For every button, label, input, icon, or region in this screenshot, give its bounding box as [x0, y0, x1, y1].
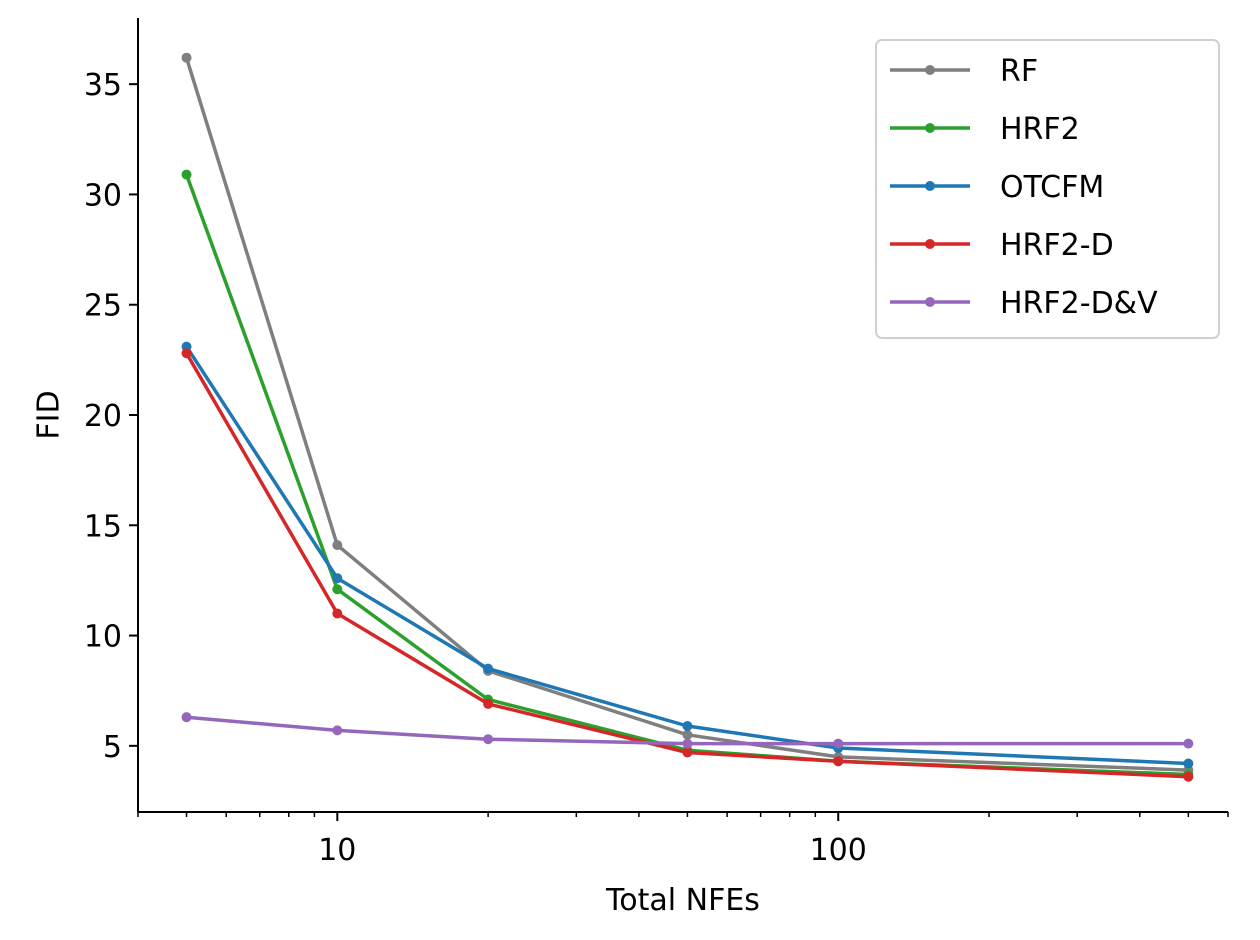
- data-point-rf: [332, 540, 343, 551]
- x-tick-label: 10: [318, 833, 356, 868]
- legend-label: HRF2-D&V: [1000, 286, 1158, 321]
- data-point-otcfm: [332, 573, 343, 584]
- series-hrf2-d: [181, 348, 1194, 782]
- data-point-hrf2-d: [181, 348, 192, 359]
- x-axis-label: Total NFEs: [605, 883, 760, 918]
- data-point-hrf2-d: [682, 747, 693, 758]
- data-point-hrf2-d: [332, 608, 343, 619]
- y-tick-label: 10: [84, 620, 122, 655]
- legend-swatch-marker: [925, 297, 935, 307]
- x-axis-ticks: 10 100: [137, 812, 1229, 868]
- series-otcfm: [181, 341, 1194, 769]
- data-point-hrf2-d-v: [1183, 738, 1194, 749]
- y-tick-label: 30: [84, 178, 122, 213]
- legend-swatch-marker: [925, 239, 935, 249]
- x-tick-label: 100: [810, 833, 867, 868]
- data-point-hrf2-d: [1183, 771, 1194, 782]
- data-point-hrf2-d-v: [181, 712, 192, 723]
- data-point-hrf2-d: [483, 698, 494, 709]
- y-tick-label: 5: [103, 730, 122, 765]
- series-line-otcfm: [185, 345, 1189, 766]
- legend-item-hrf2: HRF2: [890, 112, 1080, 147]
- legend-item-rf: RF: [890, 54, 1038, 89]
- y-tick-label: 25: [84, 289, 122, 324]
- data-point-otcfm: [1183, 758, 1194, 769]
- legend-swatch-marker: [925, 65, 935, 75]
- data-point-hrf2-d-v: [833, 738, 844, 749]
- series-line-hrf2-d: [184, 352, 1189, 779]
- data-point-hrf2: [181, 169, 192, 180]
- y-axis-ticks: 5 10 15 20 25 30 35: [84, 68, 138, 765]
- legend: RF HRF2 OTCFM HRF2-D HRF2-D&V: [875, 39, 1220, 339]
- data-point-hrf2-d: [833, 756, 844, 767]
- legend-label: OTCFM: [1000, 170, 1104, 205]
- series-line-hrf2-d-v: [186, 715, 1189, 746]
- y-tick-label: 20: [84, 399, 122, 434]
- series-hrf2-d-v: [181, 712, 1194, 749]
- data-point-hrf2-d-v: [483, 734, 494, 745]
- legend-item-hrf2-d: HRF2-D: [890, 228, 1114, 263]
- data-point-rf: [181, 52, 192, 63]
- legend-swatch-marker: [925, 181, 935, 191]
- y-tick-label: 35: [84, 68, 122, 103]
- data-point-hrf2: [332, 584, 343, 595]
- data-point-otcfm: [483, 663, 494, 674]
- legend-label: RF: [1000, 54, 1038, 89]
- series-group: [181, 52, 1194, 782]
- series-line-rf: [184, 57, 1189, 772]
- y-axis-label: FID: [32, 390, 67, 439]
- data-point-hrf2-d-v: [682, 738, 693, 749]
- data-point-hrf2-d-v: [332, 725, 343, 736]
- data-point-otcfm: [682, 720, 693, 731]
- y-tick-label: 15: [84, 509, 122, 544]
- legend-item-hrf2-d-v: HRF2-D&V: [890, 286, 1158, 321]
- legend-swatch-marker: [925, 123, 935, 133]
- legend-label: HRF2-D: [1000, 228, 1114, 263]
- legend-box: [875, 39, 1220, 339]
- legend-label: HRF2: [1000, 112, 1080, 147]
- data-point-rf: [682, 729, 693, 740]
- legend-item-otcfm: OTCFM: [890, 170, 1104, 205]
